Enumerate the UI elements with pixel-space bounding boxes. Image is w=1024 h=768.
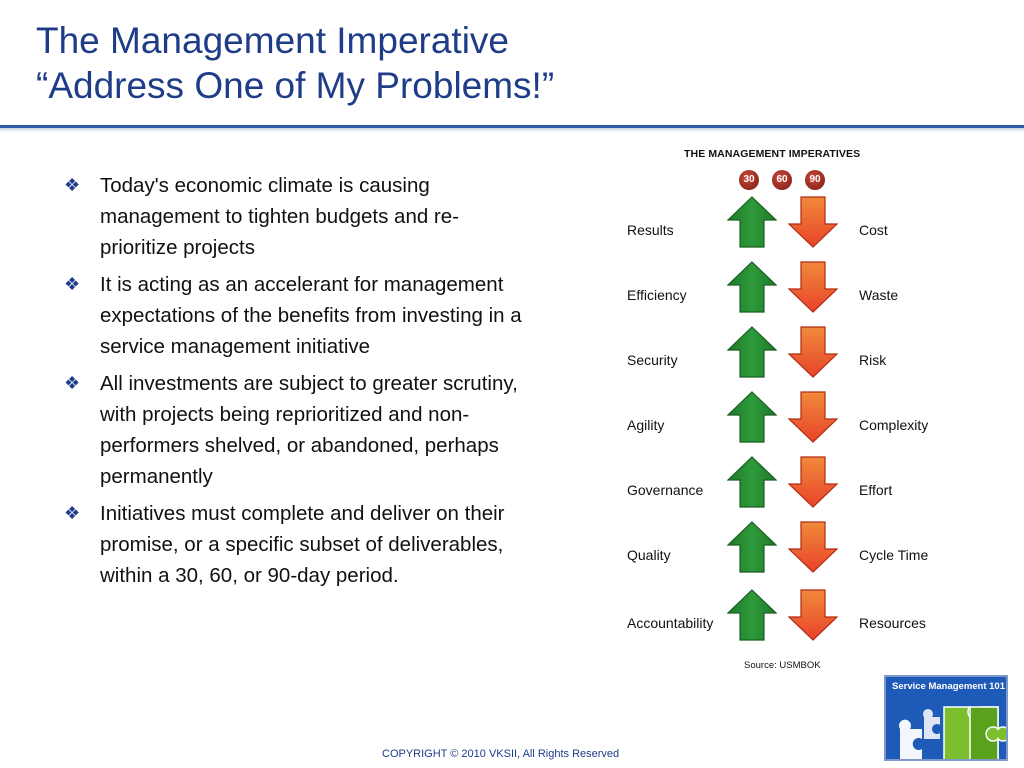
up-arrow-icon xyxy=(727,456,777,508)
up-arrow-icon xyxy=(727,196,777,248)
up-arrow-icon xyxy=(727,261,777,313)
title-line-2: “Address One of My Problems!” xyxy=(36,65,555,106)
down-arrow-icon xyxy=(788,391,838,443)
bullet-text: It is acting as an accelerant for manage… xyxy=(100,273,522,358)
down-arrow-icon xyxy=(788,589,838,641)
diamond-bullet-icon: ❖ xyxy=(64,373,81,393)
diamond-bullet-icon: ❖ xyxy=(64,503,81,523)
slide-title: The Management Imperative “Address One o… xyxy=(36,18,554,108)
bullet-item: ❖ It is acting as an accelerant for mana… xyxy=(64,269,529,362)
improve-label: Results xyxy=(627,222,674,238)
improve-label: Accountability xyxy=(627,615,714,631)
reduce-label: Cost xyxy=(859,222,888,238)
down-arrow-icon xyxy=(788,196,838,248)
puzzle-pieces-icon xyxy=(899,706,1006,759)
bullet-text: Initiatives must complete and deliver on… xyxy=(100,502,505,587)
bullet-item: ❖ Today's economic climate is causing ma… xyxy=(64,170,529,263)
down-arrow-icon xyxy=(788,261,838,313)
figure-source: Source: USMBOK xyxy=(744,660,821,671)
improve-label: Efficiency xyxy=(627,287,687,303)
reduce-label: Risk xyxy=(859,352,887,368)
title-line-1: The Management Imperative xyxy=(36,20,510,61)
bullet-list: ❖ Today's economic climate is causing ma… xyxy=(64,170,529,597)
copyright-footer: COPYRIGHT © 2010 VKSII, All Rights Reser… xyxy=(382,748,620,760)
bullet-item: ❖ All investments are subject to greater… xyxy=(64,368,529,492)
reduce-label: Waste xyxy=(859,287,899,303)
reduce-label: Cycle Time xyxy=(859,547,929,563)
diamond-bullet-icon: ❖ xyxy=(64,175,81,195)
up-arrow-icon xyxy=(727,589,777,641)
up-arrow-icon xyxy=(727,326,777,378)
badge-90: 90 xyxy=(805,170,825,190)
down-arrow-icon xyxy=(788,456,838,508)
service-management-logo: Service Management 101 xyxy=(884,675,1008,761)
improve-label: Agility xyxy=(627,417,665,433)
reduce-label: Resources xyxy=(859,615,926,631)
improve-label: Governance xyxy=(627,482,704,498)
improve-label: Security xyxy=(627,352,678,368)
logo-text: Service Management 101 xyxy=(892,681,1006,692)
imperatives-figure: THE MANAGEMENT IMPERATIVES 30 60 90 Resu… xyxy=(612,140,972,680)
title-divider xyxy=(0,125,1024,128)
bullet-item: ❖ Initiatives must complete and deliver … xyxy=(64,498,529,591)
down-arrow-icon xyxy=(788,521,838,573)
up-arrow-icon xyxy=(727,391,777,443)
figure-title: THE MANAGEMENT IMPERATIVES xyxy=(684,148,861,160)
reduce-label: Effort xyxy=(859,482,893,498)
diamond-bullet-icon: ❖ xyxy=(64,274,81,294)
reduce-label: Complexity xyxy=(859,417,929,433)
up-arrow-icon xyxy=(727,521,777,573)
title-divider-shadow xyxy=(0,128,1024,132)
down-arrow-icon xyxy=(788,326,838,378)
improve-label: Quality xyxy=(627,547,671,563)
badge-30: 30 xyxy=(739,170,759,190)
badge-60: 60 xyxy=(772,170,792,190)
bullet-text: Today's economic climate is causing mana… xyxy=(100,174,459,259)
bullet-text: All investments are subject to greater s… xyxy=(100,372,518,488)
